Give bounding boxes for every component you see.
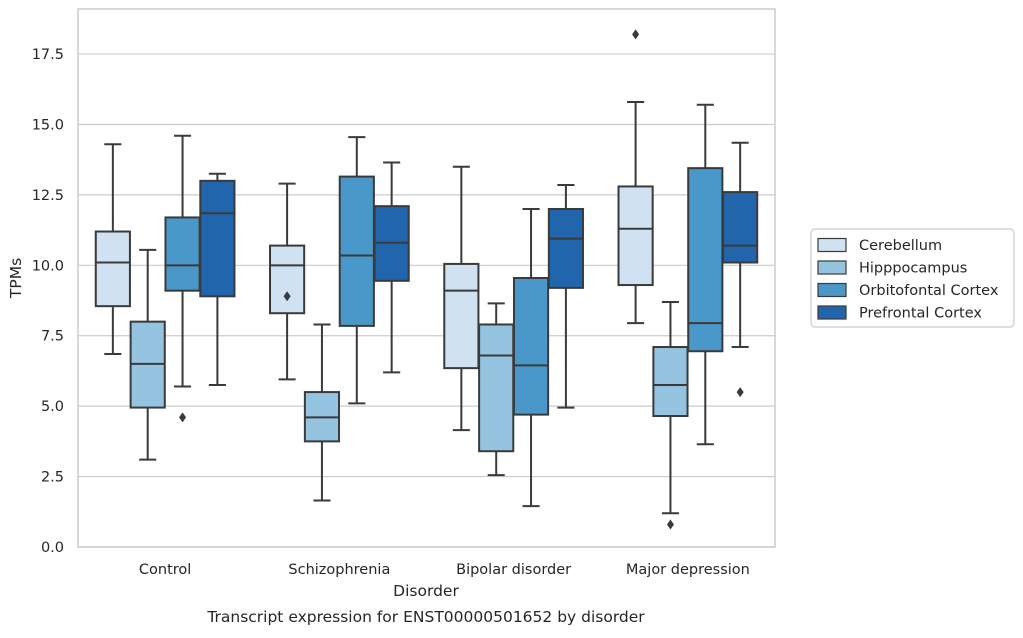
- box-iqr: [443, 262, 480, 370]
- box-iqr: [722, 191, 759, 264]
- box-prefrontal-cortex: [547, 184, 584, 409]
- box-prefrontal-cortex: [722, 141, 759, 398]
- box-orbitofontal-cortex: [687, 103, 724, 446]
- box-prefrontal-cortex: [199, 172, 236, 387]
- outlier-point: [179, 412, 187, 423]
- legend-label: Orbitofontal Cortex: [859, 283, 999, 299]
- box-iqr: [652, 346, 689, 418]
- y-tick-label: 17.5: [32, 47, 64, 63]
- y-tick-label: 0.0: [41, 540, 64, 556]
- box-iqr: [512, 277, 550, 416]
- box-iqr: [94, 230, 131, 308]
- box-iqr: [338, 175, 375, 327]
- outlier-point: [736, 387, 744, 398]
- x-axis-label: Disorder: [393, 582, 459, 600]
- x-tick-label: Control: [139, 562, 191, 578]
- box-hipppocampus: [478, 302, 515, 477]
- box-orbitofontal-cortex: [512, 207, 550, 508]
- box-hipppocampus: [129, 248, 166, 461]
- legend-label: Cerebellum: [859, 238, 942, 254]
- box-hipppocampus: [652, 300, 689, 530]
- outlier-point: [632, 29, 640, 40]
- box-iqr: [164, 216, 201, 292]
- box-cerebellum: [443, 165, 480, 432]
- x-tick-label: Bipolar disorder: [456, 562, 571, 578]
- box-cerebellum: [94, 143, 131, 356]
- box-layer: [94, 29, 759, 530]
- outlier-point: [283, 291, 291, 302]
- box-cerebellum: [617, 29, 654, 325]
- y-tick-label: 7.5: [41, 329, 64, 345]
- legend-swatch: [817, 282, 847, 298]
- x-tick-label: Schizophrenia: [288, 562, 390, 578]
- legend-swatch: [817, 237, 847, 253]
- legend-box: [810, 228, 1015, 328]
- box-orbitofontal-cortex: [338, 136, 375, 405]
- legend-label: Hipppocampus: [859, 261, 967, 277]
- y-tick-label: 2.5: [41, 470, 64, 486]
- y-tick-label: 10.0: [32, 258, 64, 274]
- legend-swatch: [817, 305, 847, 320]
- x-tick-label: Major depression: [626, 562, 750, 578]
- box-iqr: [617, 185, 654, 287]
- box-iqr: [269, 244, 306, 315]
- y-tick-label: 5.0: [41, 399, 64, 415]
- legend: Cerebellum Hipppocampus Orbitofontal Corte…: [810, 228, 1015, 328]
- legend-label: Prefrontal Cortex: [859, 306, 982, 322]
- box-iqr: [478, 323, 515, 453]
- y-tick-label: 12.5: [32, 188, 64, 204]
- box-prefrontal-cortex: [373, 161, 410, 374]
- y-axis-label: TPMs: [7, 258, 25, 299]
- box-cerebellum: [269, 182, 306, 381]
- y-tick-label: 15.0: [32, 117, 64, 133]
- outlier-point: [666, 519, 674, 530]
- plot-frame: [77, 8, 776, 548]
- axes: 0.0 2.5 5.0 7.5 10.0 12.5 15.0 17.5 Control Schiz…: [32, 8, 776, 578]
- legend-swatch: [817, 260, 847, 275]
- box-iqr: [687, 167, 724, 353]
- chart-caption: Transcript expression for ENST0000050165…: [206, 608, 645, 626]
- box-iqr: [547, 207, 584, 289]
- box-iqr: [199, 179, 236, 298]
- box-hipppocampus: [303, 323, 341, 502]
